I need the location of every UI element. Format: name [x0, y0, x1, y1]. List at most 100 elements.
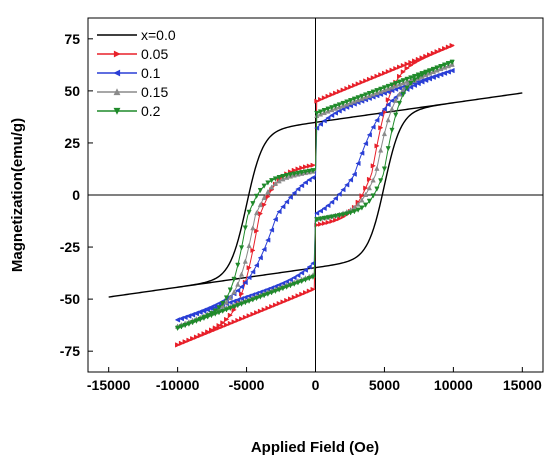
data-point	[381, 106, 387, 112]
data-point	[427, 52, 433, 58]
data-point	[246, 265, 252, 271]
data-point	[389, 127, 395, 134]
data-point	[355, 160, 361, 167]
data-point	[325, 93, 331, 99]
y-tick-label: 50	[64, 83, 80, 99]
data-point	[310, 174, 316, 181]
data-point	[250, 201, 256, 207]
data-point	[400, 92, 406, 98]
data-point	[261, 307, 267, 313]
data-point	[408, 75, 414, 81]
data-point	[223, 295, 230, 301]
data-point	[438, 47, 444, 53]
data-point	[314, 98, 320, 104]
data-point	[242, 279, 248, 286]
data-point	[344, 99, 350, 105]
data-point	[348, 84, 354, 90]
data-point	[257, 201, 263, 208]
data-point	[419, 71, 425, 77]
legend-marker	[113, 107, 121, 115]
data-point	[389, 67, 395, 73]
data-point	[389, 106, 395, 112]
data-point	[336, 213, 342, 219]
data-point	[182, 339, 188, 345]
data-point	[291, 167, 297, 173]
x-tick-label: 0	[312, 377, 320, 393]
data-point	[442, 46, 448, 52]
data-point	[287, 277, 293, 283]
data-point	[269, 184, 275, 190]
data-point	[449, 67, 455, 74]
data-point	[313, 210, 320, 216]
data-point	[216, 300, 222, 306]
data-point	[355, 81, 361, 87]
data-point	[306, 163, 312, 169]
data-point	[224, 322, 230, 328]
data-point	[329, 92, 335, 98]
data-point	[272, 216, 278, 222]
x-axis-ticks: -15000 -10000 -5000 0 5000 10000 15000	[87, 367, 542, 393]
data-point	[381, 85, 388, 91]
data-point	[321, 205, 327, 212]
data-point	[423, 69, 429, 75]
data-point	[359, 197, 365, 203]
data-point	[314, 217, 320, 223]
data-point	[374, 165, 380, 171]
data-point	[419, 77, 425, 84]
series-1	[175, 42, 455, 348]
data-point	[359, 79, 365, 85]
data-point	[363, 191, 369, 197]
data-point	[299, 278, 305, 285]
data-point	[408, 81, 414, 87]
data-point	[287, 296, 294, 302]
data-point	[242, 300, 248, 306]
data-point	[235, 281, 241, 287]
data-point	[396, 85, 402, 91]
data-point	[340, 87, 346, 93]
data-point	[299, 170, 305, 176]
data-point	[374, 88, 380, 94]
data-point	[220, 320, 226, 326]
data-point	[223, 299, 230, 305]
x-tick-label: -10000	[156, 377, 200, 393]
data-point	[344, 85, 350, 92]
data-point	[430, 66, 436, 73]
data-point	[238, 245, 245, 251]
data-point	[333, 217, 339, 223]
data-point	[265, 291, 271, 297]
data-point	[411, 73, 418, 80]
series-curves	[108, 42, 523, 348]
data-point	[378, 86, 384, 92]
data-point	[287, 194, 293, 200]
data-point	[400, 86, 406, 92]
data-point	[336, 108, 342, 114]
data-point	[190, 319, 196, 326]
data-point	[220, 301, 226, 307]
data-point	[298, 270, 305, 276]
data-point	[321, 118, 327, 124]
data-point	[276, 178, 282, 184]
data-point	[235, 262, 241, 268]
data-point	[272, 302, 279, 308]
data-point	[404, 65, 410, 71]
data-point	[186, 313, 192, 319]
data-point	[347, 210, 354, 216]
data-point	[295, 186, 301, 192]
data-point	[374, 186, 380, 192]
data-point	[253, 296, 260, 302]
data-point	[321, 95, 328, 101]
data-point	[359, 150, 365, 156]
data-point	[250, 311, 256, 317]
data-point	[366, 76, 373, 82]
data-point	[261, 293, 267, 299]
data-point	[209, 327, 215, 333]
data-point	[377, 111, 384, 117]
data-point	[370, 177, 376, 183]
data-point	[396, 91, 403, 97]
data-point	[291, 171, 297, 177]
data-point	[246, 298, 252, 305]
data-point	[231, 319, 237, 325]
data-point	[404, 76, 410, 82]
data-point	[265, 188, 271, 195]
data-point	[291, 275, 297, 281]
